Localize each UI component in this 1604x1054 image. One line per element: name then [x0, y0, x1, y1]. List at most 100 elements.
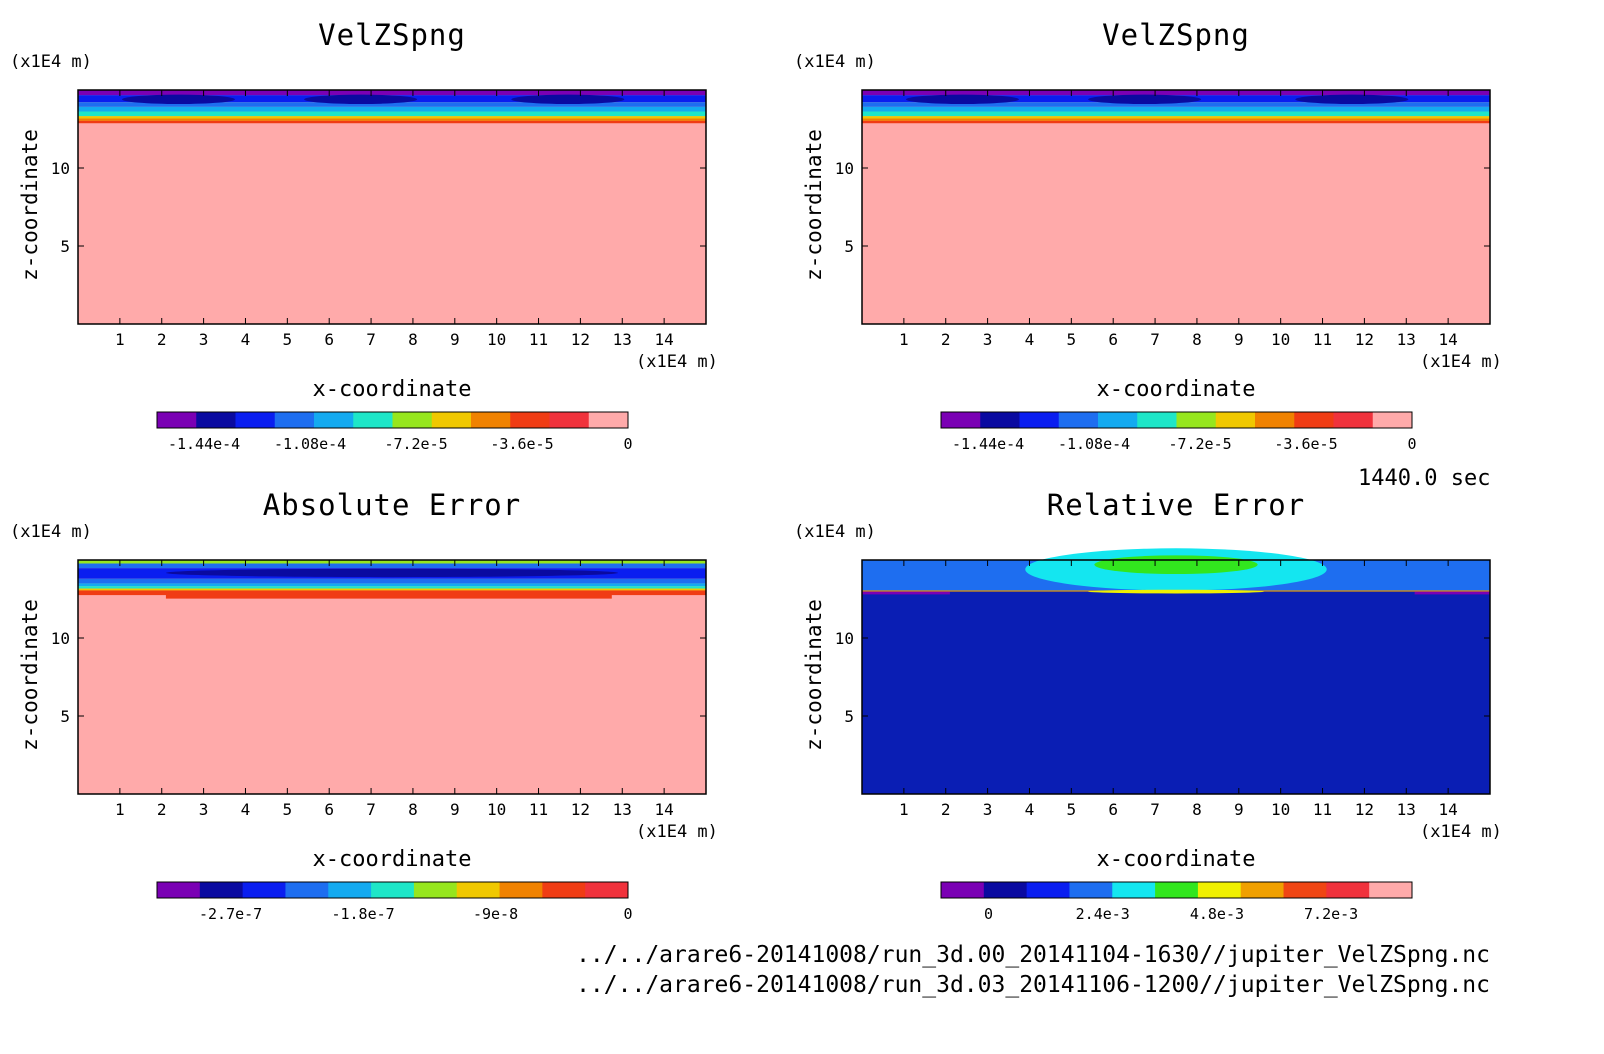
- x-tick-label: 10: [1271, 330, 1290, 349]
- contour-cell: [1088, 94, 1202, 105]
- contour-band: [862, 116, 1490, 119]
- colorbar-swatch: [353, 412, 393, 428]
- x-tick-label: 2: [157, 800, 167, 819]
- x-tick-label: 6: [1108, 800, 1118, 819]
- colorbar-swatch: [941, 412, 981, 428]
- colorbar-tick-label: -2.7e-7: [199, 905, 262, 923]
- x-tick-label: 7: [366, 800, 376, 819]
- x-tick-label: 12: [571, 330, 590, 349]
- plot-frame: [861, 89, 1491, 325]
- colorbar-swatch: [392, 412, 433, 428]
- contour-band: [78, 120, 706, 124]
- x-tick-label: 3: [199, 800, 209, 819]
- colorbar-swatch: [199, 882, 244, 898]
- colorbar-swatch: [242, 882, 286, 898]
- contour-cell: [165, 568, 619, 578]
- colorbar-swatch: [1372, 412, 1413, 428]
- x-tick-label: 7: [366, 330, 376, 349]
- x-tick-label: 5: [1067, 330, 1077, 349]
- colorbar-swatch: [941, 882, 985, 898]
- chart-title: Absolute Error: [262, 488, 522, 522]
- x-tick-label: 12: [571, 800, 590, 819]
- contour-band: [78, 106, 706, 112]
- colorbar-tick-label: -1.44e-4: [168, 435, 240, 453]
- colorbar-swatch: [588, 412, 629, 428]
- colorbar-swatch: [157, 412, 197, 428]
- colorbar-swatch: [285, 882, 329, 898]
- colorbar-tick-label: 4.8e-3: [1190, 905, 1244, 923]
- plot-frame: [77, 559, 707, 795]
- colorbar-swatch: [585, 882, 629, 898]
- contour-band: [78, 583, 706, 587]
- contour-band: [78, 590, 706, 596]
- colorbar-tick-label: 0: [623, 905, 632, 923]
- colorbar-tick-label: 0: [1407, 435, 1416, 453]
- x-tick-label: 4: [241, 330, 251, 349]
- x-tick-label: 9: [450, 800, 460, 819]
- file-path-1: ../../arare6-20141008/run_3d.00_20141104…: [576, 942, 1490, 968]
- colorbar-swatch: [1197, 882, 1242, 898]
- x-unit-label: (x1E4 m): [636, 822, 718, 842]
- x-tick-label: 2: [941, 330, 951, 349]
- y-tick-label: 10: [51, 159, 70, 178]
- x-tick-label: 5: [283, 800, 293, 819]
- x-tick-label: 8: [408, 330, 418, 349]
- y-unit-label: (x1E4 m): [794, 522, 876, 542]
- contour-cell: [1094, 555, 1258, 575]
- x-tick-label: 9: [1234, 800, 1244, 819]
- chart-title: VelZSpng: [1102, 18, 1250, 52]
- colorbar-frame: [156, 881, 629, 899]
- colorbar-swatch: [1294, 412, 1334, 428]
- contour-band: [78, 116, 706, 119]
- y-unit-label: (x1E4 m): [10, 522, 92, 542]
- x-tick-label: 8: [1192, 800, 1202, 819]
- x-tick-label: 6: [1108, 330, 1118, 349]
- x-tick-label: 3: [199, 330, 209, 349]
- colorbar-frame: [940, 411, 1413, 429]
- x-tick-label: 4: [1025, 330, 1035, 349]
- x-tick-label: 13: [1397, 330, 1416, 349]
- y-tick-label: 10: [835, 159, 854, 178]
- colorbar-swatch: [549, 412, 590, 428]
- y-tick-label: 5: [844, 237, 854, 256]
- contour-band: [78, 588, 706, 591]
- plot-frame: [77, 89, 707, 325]
- contour-band: [862, 111, 1490, 117]
- colorbar-swatch: [1098, 412, 1138, 428]
- x-tick-label: 14: [655, 800, 674, 819]
- colorbar-tick-label: 7.2e-3: [1304, 905, 1358, 923]
- contour-band: [1414, 591, 1490, 595]
- x-tick-label: 13: [613, 800, 632, 819]
- contour-band: [78, 560, 706, 564]
- x-axis-label: x-coordinate: [312, 847, 472, 872]
- x-tick-label: 3: [983, 330, 993, 349]
- colorbar-tick-label: -1.8e-7: [331, 905, 394, 923]
- colorbar-swatch: [1019, 412, 1060, 428]
- x-tick-label: 10: [1271, 800, 1290, 819]
- x-tick-label: 4: [1025, 800, 1035, 819]
- x-tick-label: 1: [115, 330, 125, 349]
- contour-cell: [1088, 589, 1264, 594]
- x-axis-label: x-coordinate: [1096, 377, 1256, 402]
- x-tick-label: 11: [529, 330, 548, 349]
- contour-band: [862, 118, 1490, 121]
- colorbar-tick-label: -1.08e-4: [274, 435, 346, 453]
- contour-band: [862, 90, 1490, 96]
- x-tick-label: 7: [1150, 330, 1160, 349]
- colorbar-swatch: [314, 412, 354, 428]
- contour-band: [78, 90, 706, 96]
- colorbar-tick-label: 0: [623, 435, 632, 453]
- x-tick-label: 6: [324, 330, 334, 349]
- colorbar-swatch: [1176, 412, 1217, 428]
- chart-title: Relative Error: [1046, 488, 1306, 522]
- colorbar-tick-label: 2.4e-3: [1076, 905, 1130, 923]
- x-tick-label: 9: [1234, 330, 1244, 349]
- colorbar-swatch: [371, 882, 415, 898]
- contour-cell: [304, 94, 418, 105]
- x-axis-label: x-coordinate: [312, 377, 472, 402]
